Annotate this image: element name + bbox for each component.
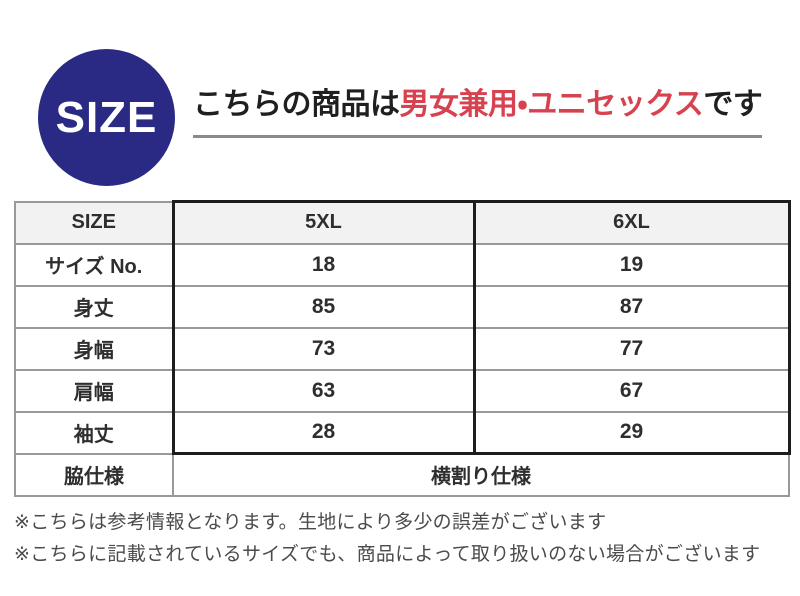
row-label: 袖丈 <box>14 410 174 455</box>
cell-6xl: 77 <box>472 326 791 371</box>
size-badge-label: SIZE <box>55 92 158 142</box>
headline: こちらの商品は男女兼用・ユニセックスです <box>193 84 763 138</box>
note-line-1: ※こちらは参考情報となります。生地により多少の誤差がございます <box>14 512 607 533</box>
cell-6xl: 87 <box>472 284 791 329</box>
cell-6xl: 19 <box>472 242 791 287</box>
col-header-6xl: 6XL <box>472 200 791 245</box>
table-row-side-spec: 脇仕様 横割り仕様 <box>14 452 790 497</box>
table-row-shoulder-width: 肩幅 63 67 <box>14 368 791 413</box>
col-header-5xl: 5XL <box>171 200 476 245</box>
table-row-body-length: 身丈 85 87 <box>14 284 791 329</box>
cell-5xl: 18 <box>171 242 476 287</box>
cell-5xl: 73 <box>171 326 476 371</box>
table-header-row: SIZE 5XL 6XL <box>14 200 791 245</box>
row-label: サイズ No. <box>14 242 174 287</box>
cell-5xl: 28 <box>171 410 476 455</box>
cell-6xl: 29 <box>472 410 791 455</box>
footnotes: ※こちらは参考情報となります。生地により多少の誤差がございます ※こちらに記載さ… <box>14 507 760 571</box>
note-line-2: ※こちらに記載されているサイズでも、商品によって取り扱いのない場合がございます <box>14 544 761 565</box>
table-row-body-width: 身幅 73 77 <box>14 326 791 371</box>
table-row-sleeve-length: 袖丈 28 29 <box>14 410 791 455</box>
headline-suffix: です <box>703 88 763 121</box>
cell-5xl: 63 <box>171 368 476 413</box>
cell-6xl: 67 <box>472 368 791 413</box>
table-row-size-no: サイズ No. 18 19 <box>14 242 791 287</box>
headline-highlight: 男女兼用・ユニセックス <box>399 88 704 121</box>
size-badge: SIZE <box>38 49 175 186</box>
cell-merged-value: 横割り仕様 <box>172 452 790 497</box>
col-header-size: SIZE <box>14 200 174 245</box>
row-label: 身幅 <box>14 326 174 371</box>
size-table: SIZE 5XL 6XL サイズ No. 18 19 身丈 85 87 身幅 7… <box>14 200 791 497</box>
headline-prefix: こちらの商品は <box>193 88 400 121</box>
row-label: 脇仕様 <box>14 452 174 497</box>
row-label: 肩幅 <box>14 368 174 413</box>
row-label: 身丈 <box>14 284 174 329</box>
cell-5xl: 85 <box>171 284 476 329</box>
